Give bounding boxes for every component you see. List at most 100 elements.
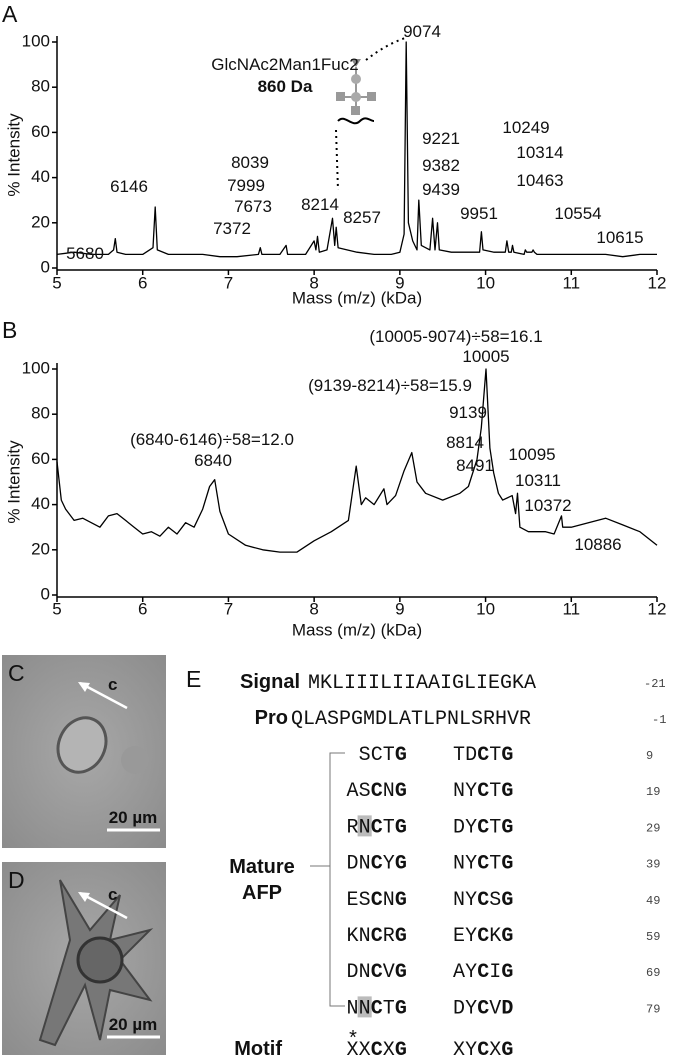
seq-label: Signal	[240, 671, 300, 693]
spectrum-line	[56, 368, 658, 553]
position: 29	[646, 821, 660, 835]
residue: E	[453, 925, 465, 948]
residue: Y	[465, 780, 477, 803]
space	[407, 780, 419, 803]
residue: G	[501, 889, 513, 912]
x-tick-label: 10	[476, 273, 495, 292]
x-tick-label: 6	[138, 273, 147, 292]
x-tick-label: 7	[224, 599, 233, 618]
peak-label: 10554	[554, 204, 601, 223]
x-tick-label: 8	[309, 599, 318, 618]
space	[407, 744, 419, 767]
y-tick-label: 20	[31, 212, 50, 231]
residue: S	[359, 744, 371, 767]
residue: C	[371, 997, 383, 1020]
residue: G	[395, 744, 407, 767]
x-tick-label: 11	[562, 273, 580, 292]
y-tick-label: 80	[31, 404, 50, 423]
residue: C	[477, 744, 489, 767]
residue: T	[489, 780, 501, 803]
residue: A	[347, 780, 359, 803]
peak-label: 10372	[524, 496, 571, 515]
glycan-icon	[335, 37, 406, 191]
residue: C	[477, 961, 489, 984]
residue: E	[347, 889, 359, 912]
peak-label: 9139	[449, 403, 487, 422]
residue: C	[371, 925, 383, 948]
peak-label: 9951	[460, 204, 498, 223]
sequence: QLASPGMDLATLPNLSRHVR	[291, 708, 531, 731]
position: 9	[646, 749, 653, 763]
residue: G	[395, 889, 407, 912]
annotation: (9139-8214)÷58=15.9	[308, 376, 472, 395]
sequence: XXCXG XYCXG	[347, 1039, 514, 1062]
x-tick-label: 12	[648, 273, 667, 292]
micrograph-d	[2, 862, 166, 1055]
panel-label: D	[8, 867, 25, 893]
y-tick-label: 0	[41, 257, 50, 276]
x-axis-title: Mass (m/z) (kDa)	[292, 288, 422, 307]
peak-label: 10095	[508, 445, 555, 464]
residue: C	[371, 780, 383, 803]
arrow-label: c	[108, 885, 117, 904]
residue: D	[453, 997, 465, 1020]
residue: G	[501, 1039, 513, 1062]
residue: X	[453, 1039, 465, 1062]
position: 39	[646, 858, 660, 872]
residue: N	[359, 997, 371, 1020]
residue: N	[383, 889, 395, 912]
x-tick-label: 5	[52, 599, 61, 618]
annotation: (10005-9074)÷58=16.1	[369, 327, 542, 346]
residue: N	[347, 997, 359, 1020]
y-tick-label: 20	[31, 539, 50, 558]
x-tick-label: 9	[395, 599, 404, 618]
residue: C	[477, 925, 489, 948]
space	[407, 853, 419, 876]
sequence: NNCTG DYCVD	[347, 997, 514, 1020]
residue: C	[371, 853, 383, 876]
sequence: KNCRG EYCKG	[347, 925, 514, 948]
residue: Y	[465, 925, 477, 948]
arrow-label: c	[108, 675, 117, 694]
y-tick-label: 80	[31, 77, 50, 96]
residue: Y	[465, 961, 477, 984]
peak-label: 9382	[422, 156, 460, 175]
space	[407, 961, 419, 984]
residue: G	[395, 816, 407, 839]
seq-label: Mature	[229, 856, 295, 878]
peak-label: 8814	[446, 433, 484, 452]
residue: T	[383, 744, 395, 767]
residue: Y	[383, 853, 395, 876]
residue: N	[383, 780, 395, 803]
y-tick-label: 60	[31, 122, 50, 141]
residue: N	[359, 925, 371, 948]
residue: D	[453, 816, 465, 839]
position: 49	[646, 894, 660, 908]
sequence: ASCNG NYCTG	[347, 780, 514, 803]
peak-label: 7673	[234, 197, 272, 216]
residue: A	[453, 961, 465, 984]
peak-label: 10615	[596, 228, 643, 247]
residue: C	[371, 1039, 383, 1062]
residue: R	[383, 925, 395, 948]
annotation: GlcNAc2Man1Fuc2	[211, 55, 358, 74]
peak-label: 7372	[213, 219, 251, 238]
highlight	[357, 996, 372, 1018]
residue: Y	[465, 997, 477, 1020]
micrograph-c	[2, 655, 166, 848]
sequence: MKLIIILIIAAIGLIEGKA	[308, 672, 536, 695]
sequence: ESCNG NYCSG	[347, 889, 514, 912]
peak-label: 6146	[110, 177, 148, 196]
residue: C	[477, 816, 489, 839]
residue: G	[501, 744, 513, 767]
residue: R	[347, 816, 359, 839]
panel-label: C	[8, 660, 25, 686]
peak-label: 8491	[456, 456, 494, 475]
space	[407, 816, 419, 839]
residue: Y	[465, 816, 477, 839]
residue: C	[477, 780, 489, 803]
residue: N	[453, 853, 465, 876]
residue: G	[501, 925, 513, 948]
residue: T	[489, 853, 501, 876]
